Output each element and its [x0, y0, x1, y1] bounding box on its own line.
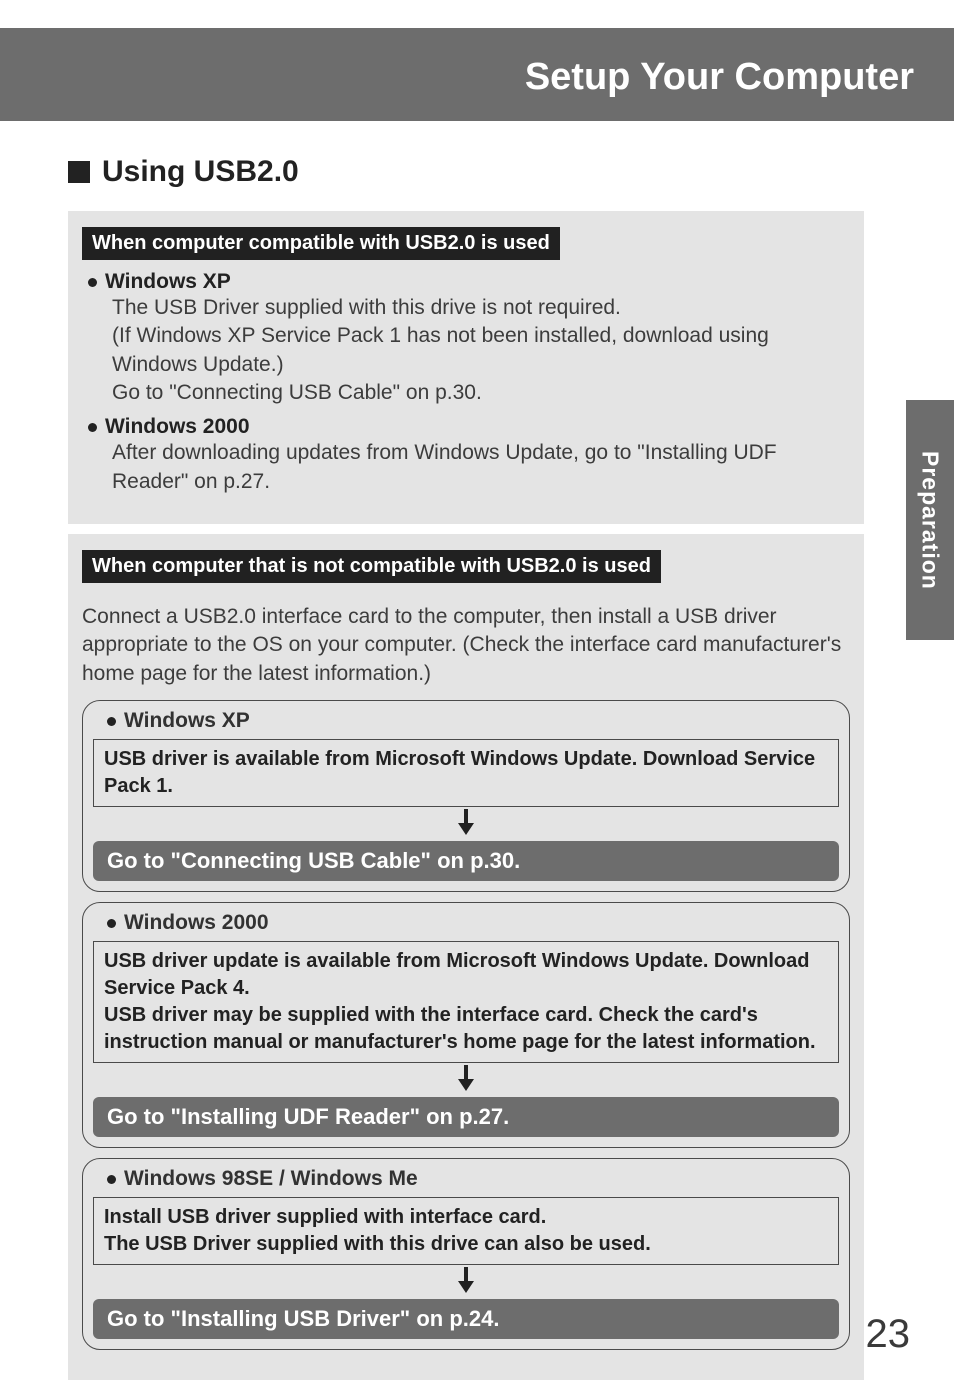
bullet-dot-icon [88, 278, 97, 287]
side-tab-label: Preparation [917, 451, 944, 590]
arrow-down-icon [93, 1065, 839, 1093]
w2000-head: Windows 2000 [88, 415, 850, 439]
flow-xp-head: Windows XP [107, 709, 839, 733]
xp-body: The USB Driver supplied with this drive … [112, 294, 850, 407]
incompatible-box: When computer that is not compatible wit… [68, 534, 864, 1380]
flow-xp-info: USB driver is available from Microsoft W… [93, 739, 839, 807]
arrow-down-icon [93, 809, 839, 837]
flow-98-info2: The USB Driver supplied with this drive … [104, 1231, 828, 1258]
bullet-dot-icon [107, 717, 116, 726]
w2000-body: After downloading updates from Windows U… [112, 439, 850, 496]
flow-card-xp: Windows XP USB driver is available from … [82, 700, 850, 892]
flow-card-98: Windows 98SE / Windows Me Install USB dr… [82, 1158, 850, 1350]
section-title-text: Using USB2.0 [102, 155, 299, 189]
w2000-title: Windows 2000 [105, 415, 250, 439]
flow-xp-title: Windows XP [124, 709, 250, 733]
w2000-line1: After downloading updates from Windows U… [112, 439, 850, 496]
bullet-dot-icon [107, 919, 116, 928]
flow-card-2000: Windows 2000 USB driver update is availa… [82, 902, 850, 1148]
xp-line2: (If Windows XP Service Pack 1 has not be… [112, 322, 850, 379]
flow-2000-title: Windows 2000 [124, 911, 269, 935]
bullet-dot-icon [88, 423, 97, 432]
flow-2000-goto: Go to "Installing UDF Reader" on p.27. [93, 1097, 839, 1137]
flow-98-goto: Go to "Installing USB Driver" on p.24. [93, 1299, 839, 1339]
xp-line1: The USB Driver supplied with this drive … [112, 294, 850, 322]
square-bullet-icon [68, 161, 90, 183]
flow-2000-info: USB driver update is available from Micr… [93, 941, 839, 1063]
page-content: Using USB2.0 When computer compatible wi… [0, 121, 954, 1380]
arrow-down-icon [93, 1267, 839, 1295]
bullet-dot-icon [107, 1175, 116, 1184]
xp-line3: Go to "Connecting USB Cable" on p.30. [112, 379, 850, 407]
side-tab: Preparation [906, 400, 954, 640]
flow-98-head: Windows 98SE / Windows Me [107, 1167, 839, 1191]
page-number: 23 [866, 1312, 911, 1357]
incompatible-intro: Connect a USB2.0 interface card to the c… [82, 603, 850, 688]
compatible-band: When computer compatible with USB2.0 is … [82, 227, 560, 260]
page-header: Setup Your Computer [0, 28, 954, 121]
xp-head: Windows XP [88, 270, 850, 294]
flow-98-info1: Install USB driver supplied with interfa… [104, 1204, 828, 1231]
section-title-row: Using USB2.0 [68, 155, 864, 189]
xp-item: Windows XP The USB Driver supplied with … [88, 270, 850, 407]
flow-2000-info1: USB driver update is available from Micr… [104, 948, 828, 1002]
page-header-title: Setup Your Computer [525, 56, 914, 98]
w2000-item: Windows 2000 After downloading updates f… [88, 415, 850, 496]
flow-2000-head: Windows 2000 [107, 911, 839, 935]
xp-title: Windows XP [105, 270, 231, 294]
incompatible-band: When computer that is not compatible wit… [82, 550, 661, 583]
compatible-box: When computer compatible with USB2.0 is … [68, 211, 864, 524]
flow-98-title: Windows 98SE / Windows Me [124, 1167, 418, 1191]
flow-98-info: Install USB driver supplied with interfa… [93, 1197, 839, 1265]
flow-2000-info2: USB driver may be supplied with the inte… [104, 1002, 828, 1056]
flow-xp-goto: Go to "Connecting USB Cable" on p.30. [93, 841, 839, 881]
